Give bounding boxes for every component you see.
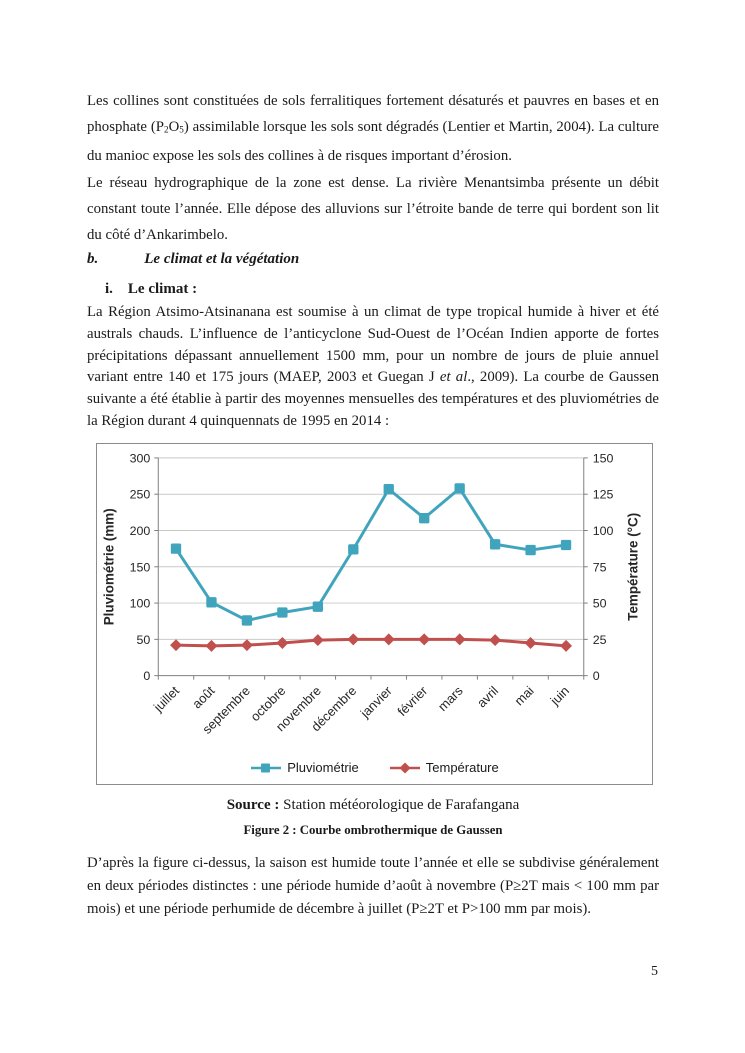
legend-marker-icon (251, 763, 282, 772)
legend-marker-icon (389, 762, 420, 773)
paragraph-soils: Les collines sont constituées de sols fe… (87, 93, 660, 164)
gridlines (158, 457, 584, 640)
page-number: 5 (651, 964, 658, 979)
source-label: Source : (226, 797, 280, 813)
svg-text:75: 75 (593, 560, 607, 574)
svg-text:100: 100 (593, 524, 614, 538)
svg-text:mars: mars (435, 683, 466, 714)
svg-text:avril: avril (474, 683, 501, 710)
gaussen-chart-figure: 0 50 100 150 200 250 300 0 25 50 75 100 125 150 juille… (96, 443, 653, 785)
paragraph-analysis: D’après la figure ci-dessus, la saison e… (87, 855, 659, 917)
svg-text:150: 150 (130, 560, 151, 574)
svg-text:mai: mai (511, 683, 536, 708)
paragraph-climate: La Région Atsimo-Atsinanana est soumise … (87, 304, 659, 429)
series-pluviométrie (170, 483, 572, 626)
svg-text:25: 25 (593, 633, 607, 647)
left-axis-ticks: 0 50 100 150 200 250 300 (130, 451, 159, 683)
subsection-heading-climat: i. Le climat : (105, 281, 659, 298)
legend-label: Température (425, 760, 499, 775)
subsection-label: Le climat : (127, 281, 198, 297)
svg-text:150: 150 (593, 451, 614, 465)
figure-caption: Figure 2 : Courbe ombrothermique de Gaus… (243, 823, 503, 837)
x-axis-ticks (157, 675, 585, 680)
svg-text:juillet: juillet (150, 683, 182, 715)
left-axis-title: Pluviométrie (mm) (102, 508, 117, 625)
section-label: Le climat et la végétation (144, 251, 300, 267)
svg-text:300: 300 (130, 451, 151, 465)
gaussen-chart-svg: 0 50 100 150 200 250 300 0 25 50 75 100 125 150 juille… (102, 451, 641, 737)
svg-text:250: 250 (130, 488, 151, 502)
chart-legend: Pluviométrie Température (97, 760, 652, 775)
svg-text:août: août (189, 683, 218, 712)
section-marker: b. (87, 251, 99, 267)
svg-text:février: février (394, 683, 430, 719)
x-axis-labels: juillet aoûtseptembreoctobrenovembredécem… (150, 683, 572, 737)
svg-text:0: 0 (143, 669, 150, 683)
right-axis-title: Température (°C) (625, 513, 640, 621)
svg-text:juin: juin (547, 683, 573, 709)
legend-item-temperature: Température (389, 760, 499, 775)
subsection-marker: i. (105, 281, 113, 297)
section-heading-climat-vegetation: b. Le climat et la végétation (87, 251, 659, 268)
legend-item-pluviometrie: Pluviométrie (250, 760, 359, 775)
svg-text:50: 50 (137, 633, 151, 647)
svg-text:125: 125 (593, 488, 614, 502)
legend-label: Pluviométrie (287, 760, 359, 775)
right-axis-ticks: 0 25 50 75 100 125 150 (583, 451, 614, 683)
svg-text:200: 200 (130, 524, 151, 538)
svg-text:0: 0 (593, 669, 600, 683)
figure-source: Source : Station météorologique de Faraf… (87, 797, 659, 814)
paragraph-hydrography: Le réseau hydrographique de la zone est … (87, 175, 659, 243)
svg-text:janvier: janvier (357, 683, 396, 722)
svg-text:50: 50 (593, 597, 607, 611)
source-text: Station météorologique de Farafangana (283, 797, 520, 813)
series-température (170, 633, 573, 652)
svg-text:100: 100 (130, 597, 151, 611)
